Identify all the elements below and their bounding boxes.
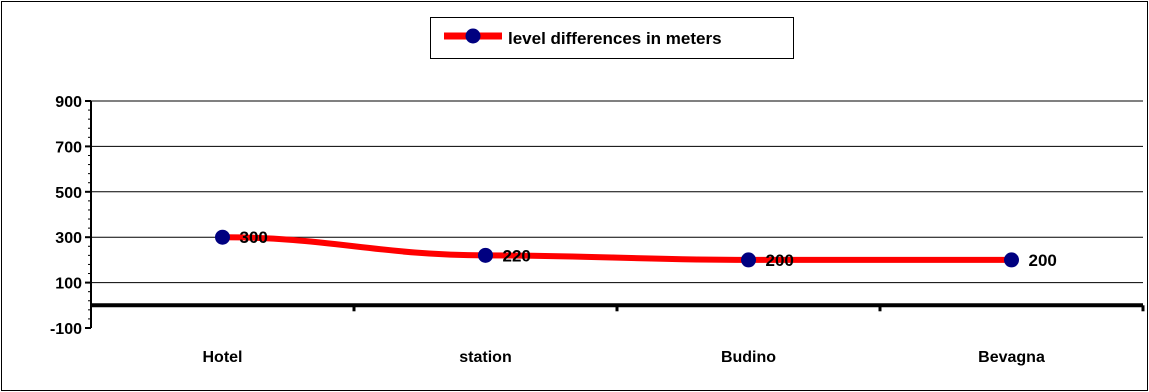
data-point <box>1004 252 1019 268</box>
x-category-label: Hotel <box>203 349 243 366</box>
y-tick-label: -100 <box>50 321 82 338</box>
y-tick-label: 900 <box>55 94 82 111</box>
data-label: 300 <box>240 228 268 247</box>
y-tick-label: 100 <box>55 276 82 293</box>
y-tick-label: 300 <box>55 230 82 247</box>
data-point <box>215 229 230 245</box>
x-category-label: Bevagna <box>978 349 1045 366</box>
legend-marker-swatch <box>465 28 481 44</box>
axes <box>85 100 1145 329</box>
x-category-label: Budino <box>721 349 776 366</box>
series-line <box>219 234 1015 263</box>
legend-label: level differences in meters <box>508 29 722 48</box>
x-category-labels: Hotel station Budino Bevagna <box>203 349 1045 366</box>
data-label: 200 <box>1029 251 1057 270</box>
y-tick-label: 500 <box>55 185 82 202</box>
legend: level differences in meters <box>430 17 794 59</box>
data-point <box>478 247 493 263</box>
data-labels: 300 220 200 200 <box>240 228 1057 270</box>
data-point <box>741 252 756 268</box>
series-layer <box>215 229 1019 268</box>
x-category-label: station <box>459 349 511 366</box>
data-label: 220 <box>503 246 531 265</box>
y-tick-label: 700 <box>55 139 82 156</box>
data-label: 200 <box>766 251 794 270</box>
y-tick-labels: -100 100 300 500 700 900 <box>50 94 82 338</box>
